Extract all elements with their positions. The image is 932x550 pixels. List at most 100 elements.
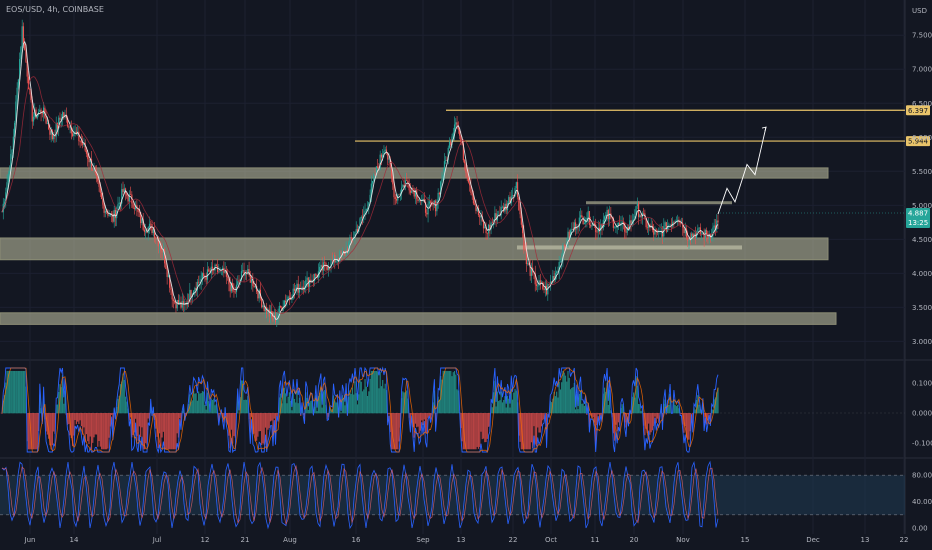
candle-body — [84, 142, 86, 151]
candle-body — [518, 196, 520, 211]
hist-bar — [503, 399, 505, 414]
hist-bar — [71, 413, 74, 447]
candle-body — [402, 184, 404, 188]
candle-body — [252, 277, 254, 286]
hist-bar — [714, 397, 717, 414]
candle-body — [40, 109, 42, 114]
hist-bar — [358, 394, 360, 414]
hist-bar — [195, 393, 197, 414]
candle-body — [406, 180, 408, 182]
candle-body — [595, 224, 597, 233]
hist-bar — [661, 413, 664, 423]
hist-bar — [172, 413, 175, 450]
hist-bar — [595, 413, 597, 446]
hist-bar — [291, 410, 293, 414]
candle-body — [563, 244, 565, 246]
hist-bar — [230, 413, 233, 430]
candle-body — [461, 142, 463, 144]
candle-body — [684, 228, 686, 234]
hist-bar — [429, 413, 432, 420]
hist-bar — [335, 402, 337, 414]
hist-bar — [99, 413, 101, 447]
hist-bar — [695, 399, 698, 414]
hist-bar — [556, 391, 558, 414]
candle-body — [71, 133, 74, 137]
hist-bar — [169, 413, 171, 450]
candle-body — [527, 263, 529, 265]
candle-body — [174, 300, 176, 303]
hist-bar — [427, 413, 429, 418]
candle-body — [544, 285, 546, 291]
hist-bar — [354, 381, 356, 414]
candle-body — [707, 235, 709, 240]
candle-body — [519, 210, 521, 215]
candle-body — [600, 224, 602, 231]
oscillator-panel — [0, 366, 905, 454]
candle-body — [679, 222, 681, 224]
hist-bar — [189, 394, 191, 414]
hist-bar — [282, 388, 284, 414]
candle-body — [195, 288, 197, 291]
candle-body — [477, 207, 480, 216]
candle-body — [574, 222, 577, 230]
hist-bar — [562, 371, 564, 414]
candle-body — [470, 185, 472, 194]
candle-body — [228, 276, 230, 285]
hist-bar — [525, 413, 527, 450]
hist-bar — [42, 396, 45, 414]
candle-body — [227, 276, 229, 278]
hist-bar — [97, 413, 99, 447]
hist-bar — [532, 413, 534, 449]
candle-body — [292, 288, 294, 299]
support-resistance-zones — [0, 167, 837, 325]
level-label: 5.944 — [908, 138, 929, 146]
hist-bar — [441, 379, 443, 414]
hist-bar — [170, 413, 172, 450]
candle-body — [603, 216, 606, 220]
hist-bar — [83, 413, 85, 428]
hist-bar — [437, 396, 439, 414]
candle-body — [440, 181, 442, 195]
candle-body — [703, 232, 705, 239]
candle-body — [254, 286, 256, 288]
candle-body — [70, 126, 72, 134]
hist-bar — [400, 398, 403, 414]
candle-body — [14, 122, 16, 137]
candle-body — [629, 220, 631, 230]
hist-bar — [452, 372, 454, 414]
hist-bar — [355, 393, 357, 414]
candle-body — [408, 184, 410, 191]
candle-body — [400, 187, 403, 194]
candle-body — [368, 202, 370, 208]
hist-bar — [538, 413, 540, 433]
hist-bar — [485, 413, 487, 443]
hist-bar — [51, 413, 54, 446]
price-zone — [0, 167, 829, 179]
candle-body — [480, 215, 482, 218]
candle-body — [614, 227, 616, 229]
hist-bar — [293, 398, 296, 414]
candle-body — [349, 237, 351, 243]
candle-body — [112, 214, 114, 222]
hist-bar — [104, 413, 106, 450]
hist-bar — [143, 413, 146, 450]
candle-body — [49, 129, 51, 135]
hist-bar — [549, 400, 551, 414]
hist-bar — [245, 399, 248, 414]
hist-bar — [322, 391, 325, 414]
candle-body — [95, 172, 98, 177]
candle-body — [48, 123, 50, 130]
hist-bar — [50, 413, 52, 450]
y-tick-label: 6.500 — [912, 100, 932, 108]
hist-bar — [341, 395, 343, 414]
hist-bar — [64, 390, 66, 414]
candle-body — [412, 188, 414, 190]
hist-bar — [108, 413, 110, 438]
hist-bar — [286, 403, 288, 414]
hist-bar — [668, 405, 670, 414]
hist-bar — [364, 379, 366, 414]
candle-body — [175, 302, 177, 309]
candle-body — [303, 288, 306, 291]
candle-body — [690, 233, 693, 241]
